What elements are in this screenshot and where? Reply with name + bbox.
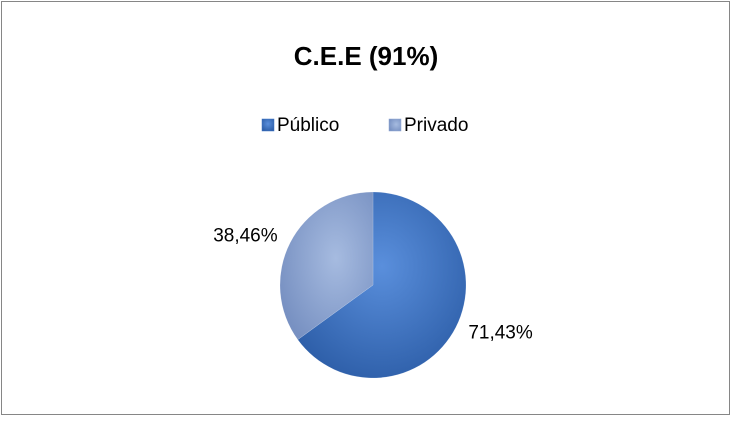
chart-title: C.E.E (91%) bbox=[294, 41, 439, 71]
data-label: 38,46% bbox=[213, 225, 278, 246]
pie-slice bbox=[297, 191, 467, 379]
legend-swatch bbox=[388, 118, 402, 132]
legend-label: Privado bbox=[404, 115, 468, 136]
data-label: 71,43% bbox=[468, 323, 533, 344]
legend-swatch bbox=[261, 118, 275, 132]
legend-label: Público bbox=[277, 115, 339, 136]
pie-slice bbox=[279, 191, 374, 341]
